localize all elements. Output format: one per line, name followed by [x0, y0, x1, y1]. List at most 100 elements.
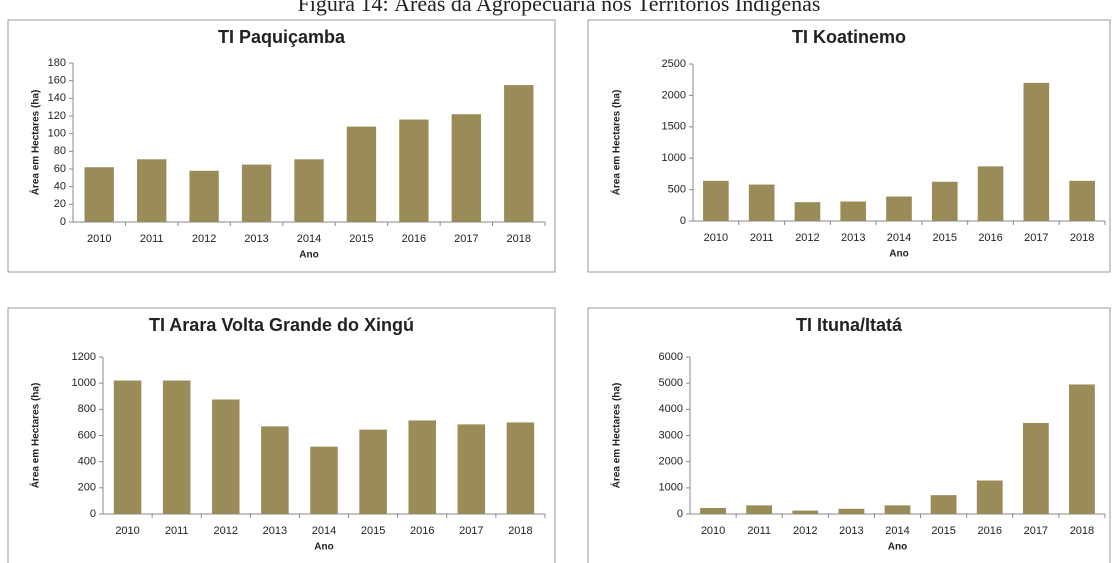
bar [504, 85, 534, 222]
y-tick-label: 0 [60, 216, 66, 228]
bar [931, 181, 958, 221]
y-tick-label: 2500 [662, 58, 686, 70]
bar [310, 446, 338, 514]
bar [346, 126, 377, 222]
y-tick-label: 600 [78, 429, 96, 441]
y-tick-label: 1000 [659, 482, 683, 494]
x-tick-label: 2014 [885, 525, 909, 537]
bar [748, 184, 775, 221]
x-tick-label: 2012 [214, 525, 238, 537]
bar [506, 422, 535, 514]
y-axis-label: Área em Hectares (ha) [610, 383, 623, 489]
x-tick-label: 2012 [793, 525, 817, 537]
bar [700, 507, 726, 514]
y-tick-label: 2000 [662, 89, 686, 101]
bar [838, 508, 865, 514]
y-tick-label: 1200 [72, 351, 96, 363]
y-tick-label: 0 [677, 508, 683, 520]
x-tick-label: 2014 [297, 233, 321, 245]
bar [261, 426, 289, 514]
y-tick-label: 4000 [659, 403, 683, 415]
bar [113, 380, 142, 514]
bar [977, 166, 1004, 221]
bar [792, 510, 819, 514]
y-axis-label: Área em Hectares (ha) [610, 90, 623, 196]
bar [884, 505, 911, 514]
y-axis-label: Área em Hectares (ha) [29, 90, 42, 196]
panel-frame [587, 19, 1111, 273]
x-tick-label: 2012 [795, 232, 819, 244]
x-tick-label: 2013 [839, 525, 863, 537]
x-tick-label: 2014 [887, 232, 911, 244]
bar [136, 159, 167, 222]
x-tick-label: 2013 [841, 232, 865, 244]
bar [408, 420, 436, 514]
bar [212, 399, 240, 514]
y-tick-label: 40 [54, 181, 66, 193]
bar [399, 119, 429, 222]
x-tick-label: 2010 [701, 525, 725, 537]
x-tick-label: 2012 [192, 233, 216, 245]
x-axis-label: Ano [299, 250, 318, 261]
x-tick-label: 2011 [165, 525, 189, 537]
y-tick-label: 20 [54, 198, 66, 210]
y-tick-label: 160 [48, 75, 66, 87]
y-tick-label: 120 [48, 110, 66, 122]
y-tick-label: 5000 [659, 377, 683, 389]
x-tick-label: 2015 [361, 525, 385, 537]
x-tick-label: 2010 [87, 233, 111, 245]
x-tick-label: 2018 [1070, 232, 1094, 244]
bar [703, 180, 729, 221]
bar [162, 380, 191, 514]
bar [294, 159, 324, 222]
x-tick-label: 2011 [140, 233, 164, 245]
bar [451, 114, 482, 222]
y-axis-label: Área em Hectares (ha) [29, 383, 42, 489]
y-tick-label: 140 [48, 92, 66, 104]
chart-title: TI Arara Volta Grande do Xingú [149, 315, 414, 335]
x-tick-label: 2016 [978, 232, 1002, 244]
x-tick-label: 2015 [933, 232, 957, 244]
x-tick-label: 2017 [454, 233, 478, 245]
y-tick-label: 1000 [72, 377, 96, 389]
y-tick-label: 6000 [659, 351, 683, 363]
x-axis-label: Ano [314, 542, 333, 553]
x-tick-label: 2010 [115, 525, 139, 537]
bar [794, 202, 821, 221]
y-tick-label: 0 [680, 215, 686, 227]
y-tick-label: 200 [78, 482, 96, 494]
x-tick-label: 2017 [1024, 525, 1048, 537]
x-tick-label: 2015 [349, 233, 373, 245]
bar [1069, 180, 1095, 221]
y-tick-label: 500 [668, 184, 686, 196]
x-axis-label: Ano [888, 542, 907, 553]
bar [746, 505, 773, 514]
bar [359, 429, 387, 514]
figure-title: Figura 14: Áreas da Agropecuária nos Ter… [298, 0, 821, 16]
x-axis-label: Ano [889, 249, 908, 260]
bar [930, 495, 957, 514]
y-tick-label: 1000 [662, 152, 686, 164]
bar [840, 201, 867, 221]
x-tick-label: 2013 [244, 233, 268, 245]
y-tick-label: 800 [78, 403, 96, 415]
chart-title: TI Ituna/Itatá [796, 315, 903, 335]
bar [457, 424, 486, 514]
x-tick-label: 2011 [747, 525, 771, 537]
y-tick-label: 0 [90, 508, 96, 520]
x-tick-label: 2018 [508, 525, 532, 537]
bar [886, 196, 912, 221]
y-tick-label: 400 [78, 456, 96, 468]
x-tick-label: 2016 [410, 525, 434, 537]
bar [241, 164, 272, 222]
y-tick-label: 100 [48, 128, 66, 140]
chart-title: TI Koatinemo [792, 27, 906, 47]
y-tick-label: 60 [54, 163, 66, 175]
bar [976, 480, 1003, 514]
x-tick-label: 2015 [931, 525, 955, 537]
bar [189, 170, 219, 222]
bar [1022, 422, 1049, 514]
y-tick-label: 80 [54, 145, 66, 157]
x-tick-label: 2018 [507, 233, 531, 245]
